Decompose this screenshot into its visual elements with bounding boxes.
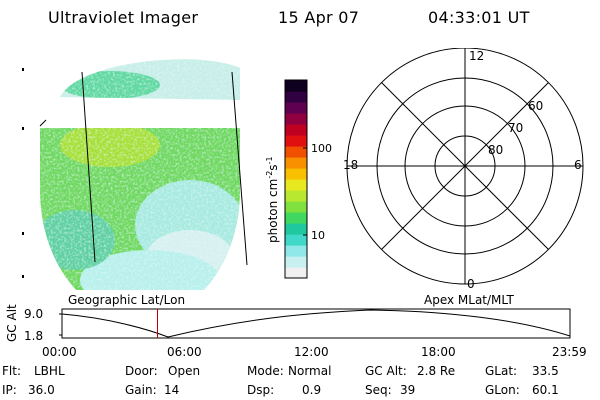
- mlat-label-60: 60: [528, 99, 543, 113]
- colorbar-stripe: [285, 80, 307, 92]
- colorbar-stripe: [285, 157, 307, 169]
- geographic-image: [22, 59, 248, 290]
- x-tick-0600: 06:00: [167, 345, 202, 359]
- y-tick-9: 9.0: [24, 307, 43, 321]
- mlt-label-6: 6: [574, 158, 582, 172]
- mlat-label-70: 70: [508, 121, 523, 135]
- colorbar-stripe: [285, 201, 307, 213]
- colorbar-stripe: [285, 91, 307, 103]
- polar-grid: [346, 48, 584, 285]
- gcalt-label: GC Alt:: [365, 364, 407, 378]
- colorbar-stripe: [285, 256, 307, 268]
- mode-label: Mode:: [247, 364, 284, 378]
- dsp-label: Dsp:: [247, 383, 275, 397]
- colorbar-label-sup1: -2: [265, 171, 274, 179]
- observation-date: 15 Apr 07: [278, 8, 360, 27]
- mlat-label-80: 80: [488, 143, 503, 157]
- svg-text:photon cm-2s-1: photon cm-2s-1: [265, 156, 280, 243]
- colorbar-label: photon cm-2s-1: [265, 156, 280, 243]
- colorbar-stripe: [285, 212, 307, 224]
- mlt-label-18: 18: [343, 158, 358, 172]
- glon-value: 60.1: [532, 383, 559, 397]
- gc-alt-axis-title: GC Alt: [5, 304, 19, 342]
- ip-value: 36.0: [28, 383, 55, 397]
- colorbar-stripe: [285, 113, 307, 125]
- colorbar: 100 10: [284, 79, 332, 279]
- header: Ultraviolet Imager 15 Apr 07 04:33:01 UT: [0, 0, 600, 36]
- dsp-value: 0.9: [302, 383, 322, 397]
- info-panel: Flt: LBHL IP: 36.0 Door: Open Gain: 14 M…: [0, 358, 600, 400]
- colorbar-gradient: [285, 80, 307, 279]
- x-tick-0000: 00:00: [42, 345, 77, 359]
- gain-label: Gain:: [125, 383, 157, 397]
- colorbar-stripe: [285, 234, 307, 246]
- colorbar-label-s: s: [266, 164, 280, 170]
- seq-label: Seq:: [365, 383, 392, 397]
- seq-value: 39: [400, 383, 416, 397]
- door-label: Door:: [125, 364, 158, 378]
- timeline-frame: [61, 308, 571, 339]
- latlon-lines: [39, 71, 248, 266]
- ip-label: IP:: [2, 383, 17, 397]
- colorbar-stripe: [285, 102, 307, 114]
- x-tick-2359: 23:59: [552, 345, 587, 359]
- geographic-latlon-label: Geographic Lat/Lon: [68, 293, 185, 307]
- polar-plot: 12 18 6 0 60 70 80: [343, 48, 584, 291]
- colorbar-stripe: [285, 146, 307, 158]
- colorbar-tick-100: 100: [311, 142, 332, 155]
- y-tick-1-8: 1.8: [24, 329, 43, 343]
- x-tick-1200: 12:00: [294, 345, 329, 359]
- observation-time: 04:33:01 UT: [428, 8, 530, 27]
- flt-label: Flt:: [2, 364, 21, 378]
- x-tick-1800: 18:00: [421, 345, 456, 359]
- colorbar-stripe: [285, 135, 307, 147]
- colorbar-stripe: [285, 124, 307, 136]
- colorbar-label-main: photon cm: [266, 179, 280, 243]
- gain-value: 14: [164, 383, 180, 397]
- glat-value: 33.5: [532, 364, 559, 378]
- colorbar-stripe: [285, 190, 307, 202]
- aurora-image-cap: [55, 59, 240, 100]
- gcalt-value: 2.8 Re: [417, 364, 456, 378]
- colorbar-tick-10: 10: [311, 229, 325, 242]
- apex-mlat-mlt-label: Apex MLat/MLT: [424, 293, 514, 307]
- mode-value: Normal: [288, 364, 332, 378]
- colorbar-stripe: [285, 168, 307, 180]
- mlt-label-0: 0: [467, 277, 475, 291]
- glat-label: GLat:: [485, 364, 518, 378]
- glon-label: GLon:: [485, 383, 520, 397]
- colorbar-stripe: [285, 223, 307, 235]
- flt-value: LBHL: [34, 364, 65, 378]
- colorbar-label-sup2: -1: [265, 156, 274, 164]
- colorbar-stripe: [285, 267, 307, 279]
- edge-ticks: [22, 68, 24, 278]
- colorbar-stripe: [285, 179, 307, 191]
- altitude-curve: [61, 309, 571, 338]
- mlt-label-12: 12: [469, 49, 484, 63]
- colorbar-stripe: [285, 245, 307, 257]
- instrument-title: Ultraviolet Imager: [48, 8, 199, 27]
- aurora-image-main: [40, 128, 240, 290]
- timeline-plot: Geographic Lat/Lon Apex MLat/MLT GC Alt …: [5, 293, 587, 359]
- door-value: Open: [168, 364, 201, 378]
